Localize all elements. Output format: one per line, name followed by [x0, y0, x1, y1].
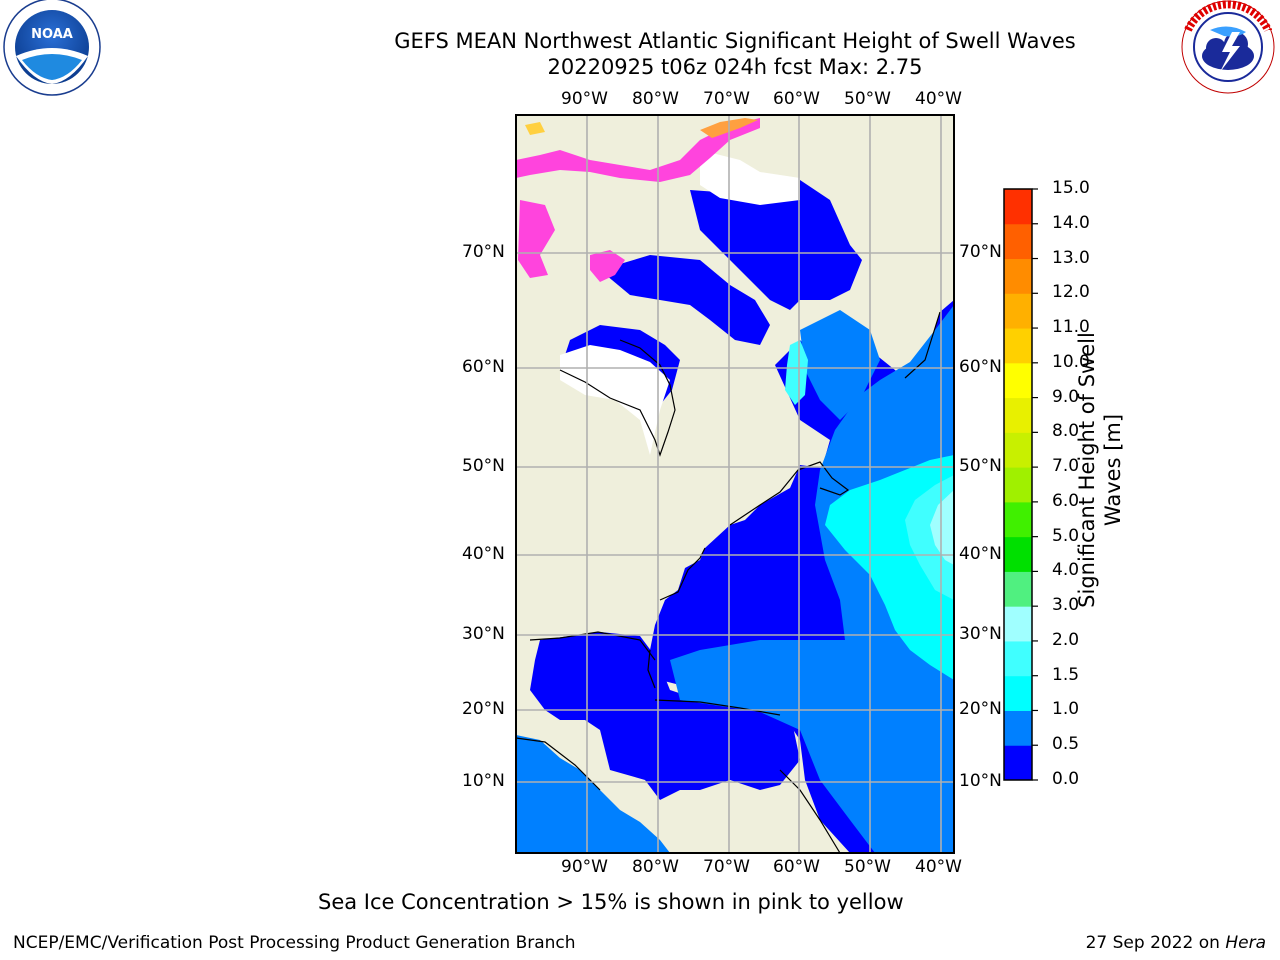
ocean-swell-max	[930, 490, 954, 565]
colorbar-tick-label: 11.0	[1052, 317, 1090, 338]
sea-ice-note: Sea Ice Concentration > 15% is shown in …	[318, 890, 904, 914]
colorbar-band	[1004, 223, 1032, 260]
colorbar-tick-label: 8.0	[1052, 421, 1080, 442]
chart-subtitle: 20220925 t06z 024h fcst Max: 2.75	[547, 55, 923, 79]
ocean-baffin	[690, 180, 862, 310]
sea-ice-yellow	[525, 122, 545, 135]
nws-logo	[1181, 0, 1275, 94]
lat-label-left: 40°N	[462, 544, 505, 564]
colorbar	[1003, 188, 1038, 781]
ocean-swell-mid-east	[880, 380, 954, 470]
colorbar-band	[1004, 397, 1032, 433]
footer-credit: NCEP/EMC/Verification Post Processing Pr…	[13, 933, 576, 953]
noaa-logo: NOAA	[3, 0, 101, 96]
lon-label-bottom: 50°W	[844, 857, 891, 877]
colorbar-band	[1004, 640, 1032, 677]
ocean-pacific	[516, 735, 670, 853]
footer-date: 27 Sep 2022 on Hera	[1086, 933, 1266, 953]
colorbar-tick-label: 6.0	[1052, 490, 1080, 511]
colorbar-tick-label: 2.0	[1052, 629, 1080, 650]
lon-label-bottom: 70°W	[703, 857, 750, 877]
colorbar-band	[1004, 675, 1032, 711]
ocean-arctic-channels	[600, 255, 770, 345]
lon-label-bottom: 80°W	[632, 857, 679, 877]
colorbar-band	[1004, 606, 1032, 642]
lat-label-left: 30°N	[462, 624, 505, 644]
lon-label-top: 80°W	[632, 89, 679, 109]
lat-label-left: 10°N	[462, 771, 505, 791]
lon-label-top: 60°W	[773, 89, 820, 109]
lon-label-top: 50°W	[844, 89, 891, 109]
colorbar-band	[1004, 536, 1032, 572]
colorbar-band	[1004, 362, 1032, 399]
colorbar-band	[1004, 432, 1032, 468]
colorbar-tick-label: 13.0	[1052, 247, 1090, 268]
ocean-gulf-caribbean	[530, 632, 800, 800]
sea-ice-west	[518, 200, 555, 278]
ocean-swell-high-labrador	[785, 340, 808, 405]
lat-label-left: 20°N	[462, 699, 505, 719]
lat-label-right: 60°N	[959, 357, 1002, 377]
colorbar-band	[1004, 745, 1032, 781]
colorbar-tick-label: 9.0	[1052, 386, 1080, 407]
colorbar-tick-label: 14.0	[1052, 212, 1090, 233]
lon-label-top: 40°W	[915, 89, 962, 109]
colorbar-band	[1004, 189, 1032, 225]
colorbar-frame	[1003, 188, 1033, 781]
colorbar-tick-label: 1.5	[1052, 664, 1080, 685]
lon-label-bottom: 90°W	[561, 857, 608, 877]
ice-arctic-white	[700, 150, 800, 205]
lat-label-right: 70°N	[959, 242, 1002, 262]
colorbar-band	[1004, 258, 1032, 294]
colorbar-tick-label: 3.0	[1052, 595, 1080, 616]
colorbar-tick-label: 15.0	[1052, 178, 1090, 198]
map-frame	[515, 114, 955, 854]
colorbar-tick-label: 5.0	[1052, 525, 1080, 546]
colorbar-title: Significant Height of Swell Waves [m]	[1075, 332, 1125, 608]
lon-label-top: 90°W	[561, 89, 608, 109]
noaa-logo-text: NOAA	[31, 27, 73, 42]
graticule	[516, 115, 954, 853]
colorbar-band	[1004, 467, 1032, 503]
colorbar-tick-label: 7.0	[1052, 456, 1080, 477]
sea-ice-north	[516, 118, 760, 182]
lat-label-left: 50°N	[462, 456, 505, 476]
lat-label-right: 20°N	[959, 699, 1002, 719]
colorbar-tick-label: 0.0	[1052, 769, 1080, 789]
lat-label-left: 70°N	[462, 242, 505, 262]
lon-label-bottom: 60°W	[773, 857, 820, 877]
lon-label-top: 70°W	[703, 89, 750, 109]
lon-label-bottom: 40°W	[915, 857, 962, 877]
footer-host: Hera	[1225, 933, 1266, 953]
colorbar-tick-label: 1.0	[1052, 699, 1080, 720]
ocean-swell-mid-labrador	[800, 310, 880, 420]
colorbar-tick-label: 0.5	[1052, 734, 1080, 755]
colorbar-tick-label: 4.0	[1052, 560, 1080, 581]
sea-ice-mid	[590, 250, 625, 282]
colorbar-band	[1004, 328, 1032, 364]
footer-date-text: 27 Sep 2022 on	[1085, 933, 1226, 953]
chart-title: GEFS MEAN Northwest Atlantic Significant…	[394, 29, 1076, 53]
lat-label-right: 40°N	[959, 544, 1002, 564]
colorbar-band	[1004, 571, 1032, 607]
coastlines	[516, 311, 941, 853]
colorbar-band	[1004, 293, 1032, 329]
map-area	[516, 115, 954, 853]
lat-label-right: 30°N	[959, 624, 1002, 644]
lat-label-left: 60°N	[462, 357, 505, 377]
colorbar-tick-label: 12.0	[1052, 282, 1090, 303]
colorbar-tick-label: 10.0	[1052, 351, 1090, 372]
colorbar-band	[1004, 501, 1032, 538]
colorbar-band	[1004, 710, 1032, 746]
lat-label-right: 10°N	[959, 771, 1002, 791]
lat-label-right: 50°N	[959, 456, 1002, 476]
